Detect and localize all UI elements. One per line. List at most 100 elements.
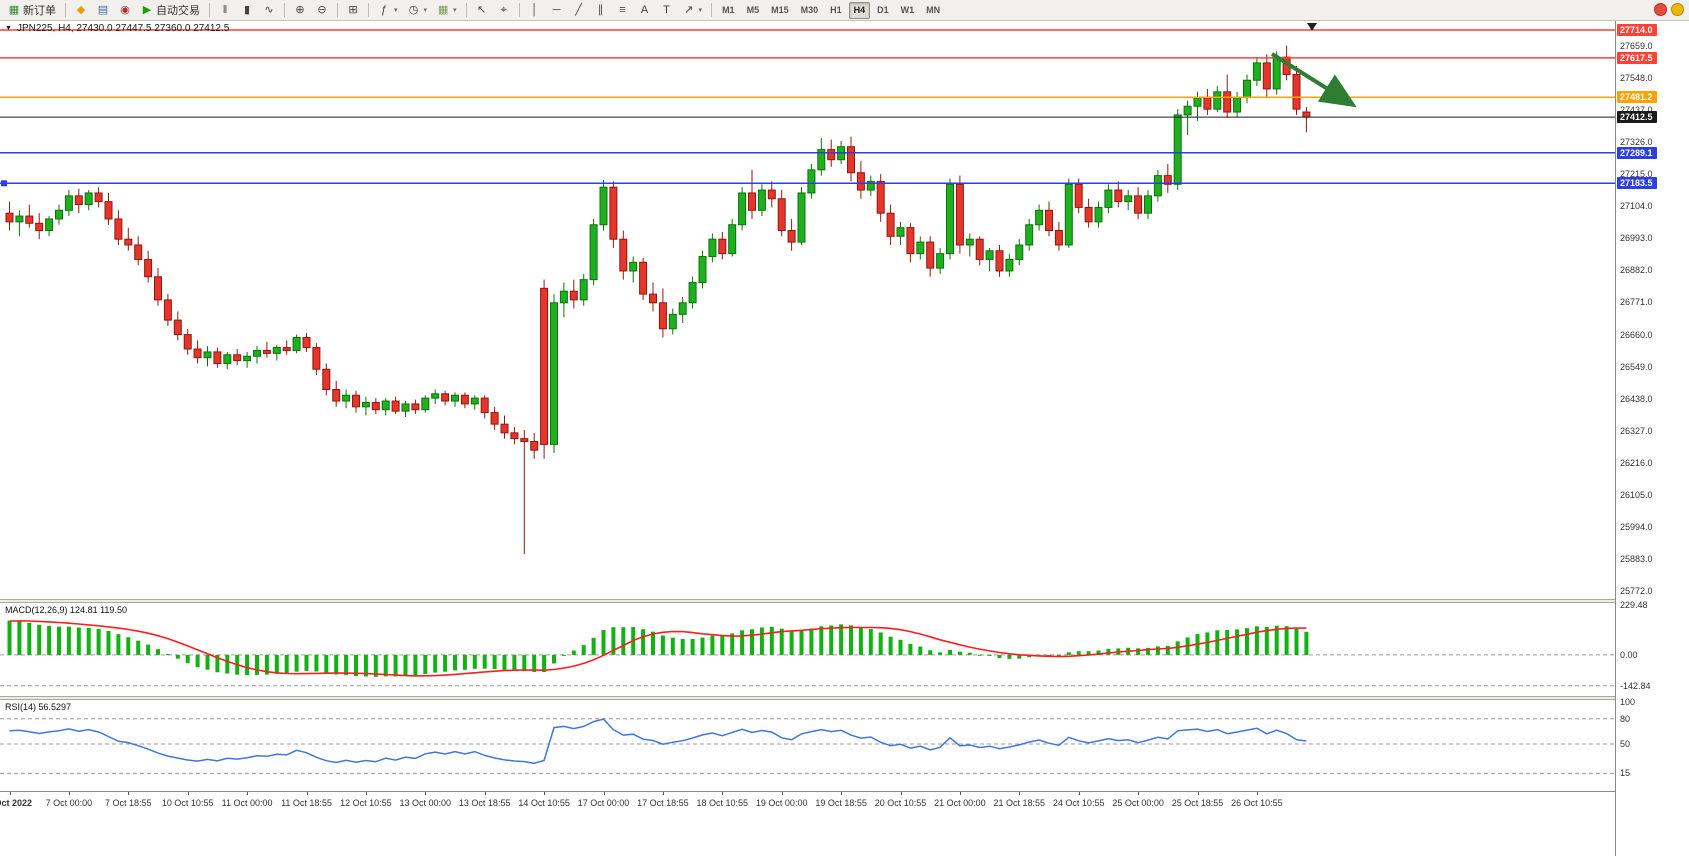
- macd-histogram-bar: [789, 631, 794, 655]
- candle-down: [183, 334, 192, 350]
- macd-histogram-bar: [472, 654, 477, 669]
- trend-arrow-annotation[interactable]: [1270, 52, 1357, 108]
- timeframe-button-m5[interactable]: M5: [746, 5, 760, 15]
- market-watch-icon: ▤: [97, 3, 109, 16]
- price-chart-canvas[interactable]: [0, 21, 1616, 599]
- macd-histogram-bar: [878, 632, 883, 655]
- macd-histogram-bar: [264, 654, 269, 675]
- candle-up: [708, 238, 717, 258]
- candle-down: [5, 212, 14, 223]
- candle-down: [847, 146, 855, 174]
- candle-down: [1292, 73, 1301, 110]
- rsi-scale-label: 100: [1620, 697, 1636, 707]
- tile-windows-button[interactable]: ⊞: [343, 1, 363, 20]
- plot-area: ▼ JPN225, H4, 27430.0 27447.5 27360.0 27…: [0, 21, 1616, 856]
- chart-shift-marker-icon[interactable]: [1307, 23, 1317, 31]
- timeframe-button-m15[interactable]: M15: [771, 5, 789, 15]
- price-axis-label: 27104.0: [1620, 201, 1653, 211]
- timeframe-button-mn[interactable]: MN: [926, 5, 941, 15]
- channel-button[interactable]: ∥: [591, 1, 611, 20]
- price-axis[interactable]: 27659.0 27548.0 27437.0 27326.0 27215.0 27104…: [1615, 21, 1689, 856]
- candle-down: [520, 438, 529, 442]
- metaeditor-button[interactable]: ◆: [71, 1, 91, 20]
- time-axis-label: 20 Oct 10:55: [874, 798, 927, 808]
- candle-down: [312, 347, 321, 370]
- panel-divider[interactable]: [0, 599, 1616, 603]
- candle-down: [302, 336, 311, 349]
- candle-up: [1144, 195, 1152, 214]
- new-order-button[interactable]: ▦ 新订单: [4, 1, 60, 20]
- price-panel: ▼ JPN225, H4, 27430.0 27447.5 27360.0 27…: [0, 21, 1616, 599]
- timeframe-button-w1[interactable]: W1: [900, 5, 915, 15]
- timeframe-button-m1[interactable]: M1: [722, 5, 735, 15]
- time-axis-label: 21 Oct 18:55: [993, 798, 1046, 808]
- toolbar: ▦ 新订单 ◆ ▤ ◉ ▶ 自动交易 ‖ ▮ ∿ ⊕ ⊖ ⊞ ƒ ▾ ◷ ▾ ▦ ▾ ↖ ⌖ │ ─ ╱ ∥ ≡ A T ↗ ▾ M1 M5 M…: [0, 0, 1689, 21]
- macd-scale-label: 0.00: [1620, 650, 1638, 660]
- timeframe-button-d1[interactable]: D1: [877, 5, 889, 15]
- candle-down: [94, 192, 103, 203]
- fibonacci-button[interactable]: ≡: [613, 1, 633, 20]
- vertical-line-button[interactable]: │: [525, 1, 545, 20]
- autotrading-button[interactable]: ▶ 自动交易: [137, 1, 204, 20]
- macd-histogram-bar: [462, 654, 467, 670]
- candle-up: [866, 180, 875, 191]
- chart-title: ▼ JPN225, H4, 27430.0 27447.5 27360.0 27…: [5, 23, 229, 34]
- macd-histogram-bar: [245, 654, 250, 676]
- macd-histogram-bar: [96, 628, 101, 655]
- rsi-panel: RSI(14) 56.5297: [0, 700, 1616, 791]
- macd-histogram-bar: [651, 631, 655, 655]
- notification-badge-yellow[interactable]: [1671, 3, 1684, 16]
- price-axis-label: 26882.0: [1620, 265, 1653, 275]
- crosshair-button[interactable]: ⌖: [494, 1, 514, 20]
- trendline-button[interactable]: ╱: [569, 1, 589, 20]
- collapse-triangle-icon[interactable]: ▼: [5, 25, 12, 32]
- macd-histogram-bar: [423, 654, 428, 675]
- candle-down: [886, 212, 895, 237]
- candle-down: [906, 227, 915, 255]
- periods-button[interactable]: ◷ ▾: [404, 1, 432, 20]
- hline-anchor-handle[interactable]: [1, 180, 7, 187]
- macd-histogram-bar: [304, 654, 309, 671]
- candlestick-chart-button[interactable]: ▮: [237, 1, 257, 20]
- macd-histogram-bar: [819, 626, 824, 655]
- text-button[interactable]: A: [635, 1, 655, 20]
- templates-button[interactable]: ▦ ▾: [433, 1, 461, 20]
- candle-down: [1262, 62, 1271, 90]
- candle-up: [1213, 91, 1222, 110]
- price-axis-label: 27326.0: [1620, 137, 1653, 147]
- bar-chart-button[interactable]: ‖: [215, 1, 235, 20]
- navigator-icon: ◉: [120, 3, 130, 16]
- horizontal-line-button[interactable]: ─: [547, 1, 567, 20]
- macd-histogram-bar: [888, 636, 893, 655]
- indicators-button[interactable]: ƒ ▾: [374, 1, 402, 20]
- time-axis-tick: [1019, 792, 1021, 795]
- macd-chart-canvas[interactable]: [0, 603, 1616, 696]
- macd-histogram-bar: [670, 637, 675, 655]
- timeframe-button-h1[interactable]: H1: [830, 5, 842, 15]
- candle-up: [936, 253, 945, 269]
- timeframe-button-m30[interactable]: M30: [800, 5, 819, 15]
- cursor-button[interactable]: ↖: [472, 1, 492, 20]
- notification-badge-red[interactable]: [1654, 3, 1667, 16]
- market-watch-button[interactable]: ▤: [93, 1, 113, 20]
- label-button[interactable]: T: [657, 1, 677, 20]
- timeframe-button-h4[interactable]: H4: [848, 1, 871, 19]
- zoom-in-button[interactable]: ⊕: [290, 1, 310, 20]
- candle-up: [203, 351, 212, 359]
- macd-histogram-bar: [967, 652, 972, 655]
- arrows-button[interactable]: ↗ ▾: [679, 1, 707, 20]
- candle-down: [480, 397, 489, 414]
- line-chart-button[interactable]: ∿: [259, 1, 279, 20]
- zoom-out-button[interactable]: ⊖: [312, 1, 332, 20]
- macd-histogram-bar: [581, 645, 586, 655]
- macd-histogram-bar: [1284, 626, 1289, 655]
- macd-histogram-bar: [433, 654, 438, 673]
- panel-divider[interactable]: [0, 696, 1616, 700]
- time-axis-tick: [9, 792, 11, 795]
- navigator-button[interactable]: ◉: [115, 1, 135, 20]
- time-axis[interactable]: 6 Oct 2022 7 Oct 00:00 7 Oct 18:55 10 Oct 1…: [0, 791, 1616, 816]
- rsi-chart-canvas[interactable]: [0, 700, 1616, 791]
- macd-histogram-bar: [849, 625, 853, 655]
- candle-up: [1193, 97, 1202, 107]
- line-chart-icon: ∿: [264, 3, 274, 16]
